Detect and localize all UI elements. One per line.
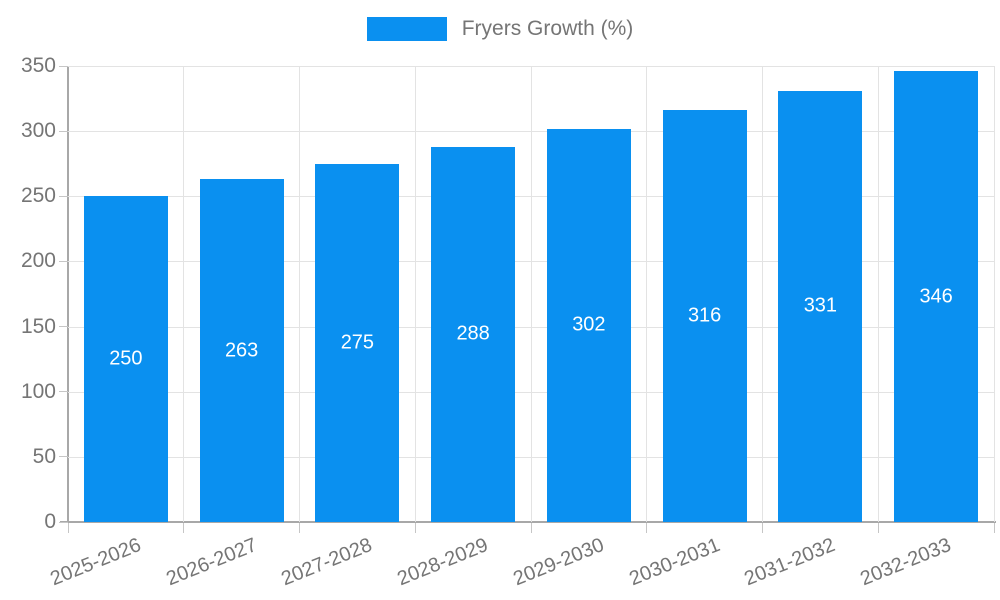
x-gridline bbox=[762, 66, 763, 522]
y-tick-mark bbox=[59, 195, 68, 197]
bar-value-label: 263 bbox=[224, 339, 259, 362]
x-gridline bbox=[299, 66, 300, 522]
y-tick-label: 350 bbox=[20, 54, 56, 77]
y-tick-mark bbox=[59, 326, 68, 328]
x-tick-mark bbox=[993, 523, 995, 533]
bar[interactable]: 331 bbox=[778, 90, 863, 522]
y-tick-label: 0 bbox=[44, 510, 56, 533]
bar-value-label: 275 bbox=[340, 331, 375, 354]
x-tick-mark bbox=[530, 523, 532, 533]
y-tick-mark bbox=[59, 260, 68, 262]
y-tick-mark bbox=[59, 65, 68, 67]
plot-area: 250 263 275 288 302 316 331 346 bbox=[68, 66, 995, 522]
x-tick-mark bbox=[877, 523, 879, 533]
y-tick-mark bbox=[59, 130, 68, 132]
x-gridline bbox=[183, 66, 185, 522]
bar[interactable]: 316 bbox=[662, 110, 747, 522]
bar[interactable]: 302 bbox=[546, 128, 631, 522]
x-tick-mark bbox=[67, 523, 69, 533]
x-gridline bbox=[530, 66, 532, 522]
bar-value-label: 250 bbox=[109, 347, 143, 370]
x-tick-mark bbox=[414, 523, 416, 533]
bar[interactable]: 288 bbox=[431, 146, 516, 522]
y-tick-mark bbox=[59, 456, 68, 458]
y-tick-label: 250 bbox=[20, 184, 56, 208]
bar[interactable]: 250 bbox=[83, 196, 168, 522]
x-tick-mark bbox=[299, 523, 300, 533]
x-tick-mark bbox=[646, 523, 648, 533]
bar-value-label: 288 bbox=[456, 322, 490, 345]
x-tick-mark bbox=[762, 523, 763, 533]
bar-value-label: 331 bbox=[803, 294, 838, 317]
y-tick-label: 300 bbox=[20, 119, 56, 143]
x-axis-line bbox=[60, 521, 996, 523]
legend-swatch bbox=[366, 17, 447, 41]
legend: Fryers Growth (%) bbox=[0, 17, 1000, 41]
bar[interactable]: 263 bbox=[199, 179, 284, 522]
y-tick-label: 100 bbox=[20, 379, 56, 403]
bar[interactable]: 275 bbox=[315, 163, 400, 522]
bar-value-label: 316 bbox=[687, 304, 722, 327]
bar-value-label: 302 bbox=[572, 313, 606, 336]
legend-item[interactable]: Fryers Growth (%) bbox=[366, 17, 634, 41]
x-gridline bbox=[877, 66, 879, 522]
bar-value-label: 346 bbox=[919, 285, 953, 308]
y-tick-mark bbox=[59, 521, 68, 523]
y-tick-mark bbox=[59, 391, 68, 393]
y-tick-label: 150 bbox=[20, 314, 56, 338]
y-tick-label: 200 bbox=[20, 249, 56, 273]
x-gridline bbox=[993, 66, 995, 522]
bar[interactable]: 346 bbox=[894, 71, 979, 522]
y-axis-line bbox=[67, 66, 69, 522]
legend-label: Fryers Growth (%) bbox=[461, 17, 634, 40]
x-tick-mark bbox=[183, 523, 185, 533]
x-gridline bbox=[646, 66, 648, 522]
y-tick-label: 50 bbox=[32, 444, 56, 468]
x-gridline bbox=[414, 66, 416, 522]
